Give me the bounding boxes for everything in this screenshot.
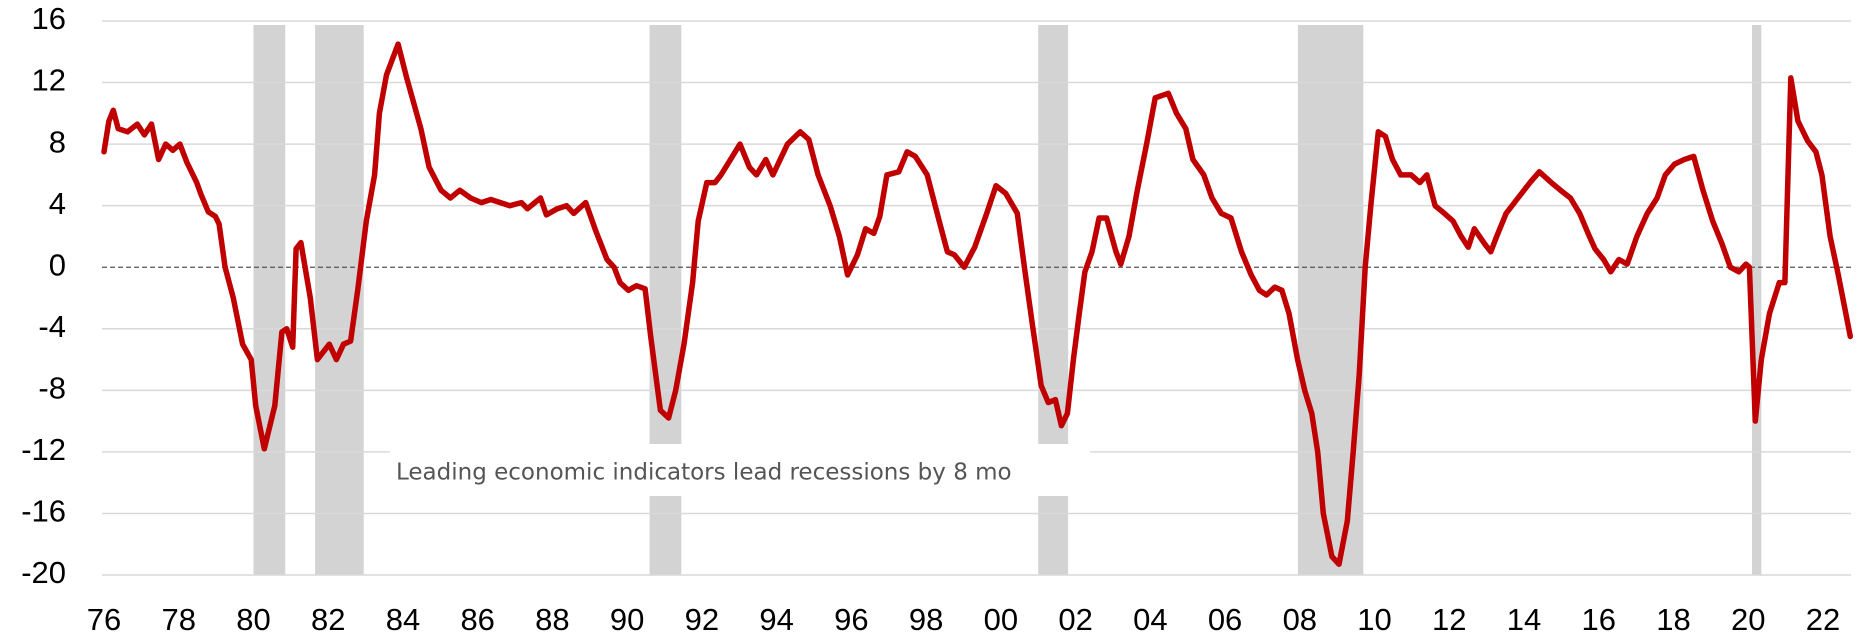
series-line [101, 41, 1854, 567]
x-tick-label: 18 [1656, 602, 1690, 637]
x-tick-label: 10 [1357, 602, 1391, 637]
recession-shade [253, 25, 286, 575]
x-tick-label: 22 [1806, 602, 1840, 637]
x-tick-label: 94 [759, 602, 793, 637]
x-tick-label: 88 [535, 602, 569, 637]
x-tick-label: 90 [610, 602, 644, 637]
x-tick-label: 20 [1731, 602, 1765, 637]
x-tick-label: 02 [1058, 602, 1092, 637]
y-tick-label: 8 [49, 124, 66, 159]
recession-shade [1751, 25, 1762, 575]
x-tick-label: 92 [685, 602, 719, 637]
y-tick-label: 4 [49, 186, 66, 221]
recession-shade [1297, 25, 1364, 575]
y-tick-label: -20 [21, 555, 66, 590]
x-tick-label: 16 [1582, 602, 1616, 637]
x-tick-label: 76 [87, 602, 121, 637]
y-tick-label: 16 [32, 1, 66, 36]
annotation-box [390, 444, 1090, 496]
x-tick-label: 12 [1432, 602, 1466, 637]
y-tick-label: -12 [21, 432, 66, 467]
x-tick-label: 86 [460, 602, 494, 637]
y-tick-label: -8 [38, 371, 66, 406]
y-tick-label: 12 [32, 63, 66, 98]
x-tick-label: 82 [311, 602, 345, 637]
x-tick-label: 04 [1133, 602, 1167, 637]
y-tick-label: 0 [49, 247, 66, 282]
x-tick-label: 00 [984, 602, 1018, 637]
x-tick-label: 14 [1507, 602, 1541, 637]
annotation: Leading economic indicators lead recessi… [396, 460, 1012, 486]
x-tick-label: 08 [1283, 602, 1317, 637]
x-tick-label: 98 [909, 602, 943, 637]
x-tick-label: 06 [1208, 602, 1242, 637]
x-tick-label: 96 [834, 602, 868, 637]
y-tick-label: -4 [38, 309, 66, 344]
x-tick-label: 78 [161, 602, 195, 637]
x-tick-label: 80 [236, 602, 270, 637]
y-tick-label: -16 [21, 494, 66, 529]
x-tick-label: 84 [386, 602, 420, 637]
